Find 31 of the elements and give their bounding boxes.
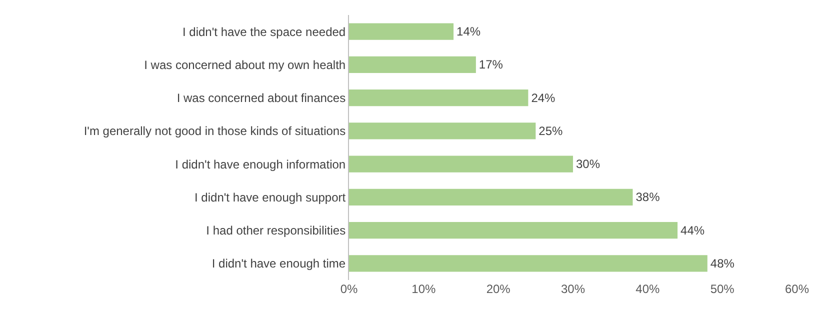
- bar: [349, 23, 454, 40]
- data-label: 25%: [538, 124, 564, 138]
- y-tick-label: I didn't have the space needed: [182, 24, 346, 39]
- x-tick-label: 10%: [412, 282, 436, 296]
- x-tick-label: 50%: [710, 282, 735, 296]
- y-tick-label: I had other responsibilities: [206, 224, 346, 238]
- data-label: 48%: [710, 256, 735, 270]
- data-label: 38%: [636, 190, 660, 204]
- y-tick-label: I was concerned about finances: [176, 91, 346, 106]
- y-tick-label: I didn't have enough time: [212, 256, 346, 271]
- data-label: 14%: [456, 24, 481, 39]
- bar: [349, 188, 633, 206]
- y-tick-label: I didn't have enough information: [175, 157, 346, 172]
- x-tick-label: 0%: [340, 282, 358, 296]
- x-tick-label: 40%: [636, 282, 660, 296]
- bar: [349, 122, 536, 140]
- y-tick-label: I'm generally not good in those kinds of situations: [84, 124, 346, 138]
- data-label: 24%: [531, 90, 556, 105]
- y-tick-label: I was concerned about my own health: [144, 58, 346, 72]
- y-tick-label: I didn't have enough support: [194, 190, 346, 204]
- x-tick-label: 20%: [486, 282, 511, 296]
- bar: [349, 90, 528, 106]
- x-tick-label: 60%: [784, 282, 810, 296]
- bar: [349, 56, 476, 73]
- bar: [349, 255, 708, 272]
- data-label: 30%: [576, 157, 600, 172]
- x-tick-label: 30%: [560, 282, 586, 296]
- data-label: 44%: [680, 223, 705, 238]
- data-label: 17%: [478, 58, 504, 72]
- bar: [349, 222, 678, 239]
- bar: [349, 156, 573, 172]
